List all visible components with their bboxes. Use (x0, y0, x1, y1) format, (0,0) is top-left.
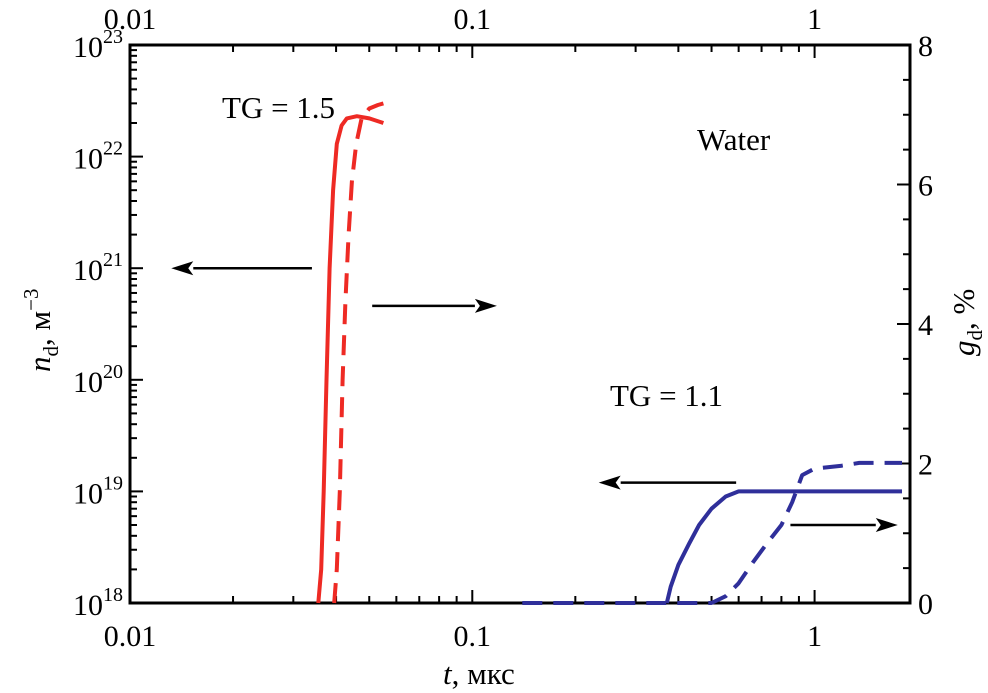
series-line-4 (522, 460, 902, 605)
y-tick-label-base: 10 (73, 254, 103, 287)
arrows-layer (171, 261, 898, 532)
y-tick-label-left: 1020 (73, 361, 123, 399)
y-tick-label-exp: 19 (103, 472, 123, 494)
y-tick-label-base: 10 (73, 589, 103, 622)
x-tick-label-bottom: 1 (807, 620, 822, 653)
x-tick-label-bottom: 0.1 (454, 620, 492, 653)
arrow-head-3 (598, 475, 621, 490)
y-tick-label-exp: 23 (103, 26, 123, 48)
left-axis-title-unit: , м (22, 311, 57, 346)
series-line-3 (664, 489, 902, 604)
x-tick-label-top: 0.01 (104, 3, 157, 36)
left-axis-title-exp: −3 (19, 289, 43, 311)
x-axis-title-var: t (443, 656, 453, 691)
plot-frame (128, 43, 912, 605)
series-line-2 (332, 101, 384, 604)
y-tick-label-exp: 21 (103, 249, 123, 271)
y-tick-label-exp: 20 (103, 361, 123, 383)
x-tick-label-bottom: 0.01 (104, 620, 157, 653)
arrow-head-4 (875, 517, 898, 532)
series-layer (316, 101, 902, 605)
annotation-tg11: TG = 1.1 (610, 378, 723, 413)
right-axis-title-var: g (946, 341, 981, 357)
y-tick-label-base: 10 (73, 477, 103, 510)
y-tick-label-right: 6 (918, 170, 933, 203)
left-axis-title-sub: d (39, 346, 63, 357)
annotation-tg15: TG = 1.5 (222, 90, 335, 125)
y-tick-label-left: 1018 (73, 584, 123, 622)
y-tick-label-left: 1019 (73, 472, 123, 510)
y-tick-label-left: 1022 (73, 138, 123, 176)
y-tick-label-right: 0 (918, 588, 933, 621)
right-axis-title-sub: d (963, 330, 987, 341)
x-tick-label-top: 0.1 (454, 3, 492, 36)
series-line-1 (316, 114, 385, 604)
left-axis-title-var: n (22, 357, 57, 373)
left-axis-title: nd, м−3 (19, 289, 63, 372)
y-tick-label-base: 10 (73, 31, 103, 64)
y-tick-label-exp: 18 (103, 584, 123, 606)
y-tick-label-right: 2 (918, 449, 933, 482)
y-tick-label-left: 1021 (73, 249, 123, 287)
x-axis-title: t, мкс (443, 656, 515, 691)
arrow-head-2 (474, 298, 497, 313)
ticks: 0.010.010.10.111101810191020102110221023… (73, 3, 933, 653)
y-tick-label-base: 10 (73, 366, 103, 399)
arrow-head-1 (171, 261, 194, 276)
y-tick-label-right: 8 (918, 30, 933, 63)
y-tick-label-base: 10 (73, 143, 103, 176)
annotation-water: Water (697, 122, 771, 157)
y-tick-label-exp: 22 (103, 138, 123, 160)
x-axis-title-unit: , мкс (452, 656, 515, 691)
y-tick-label-left: 1023 (73, 26, 123, 64)
y-tick-label-right: 4 (918, 309, 933, 342)
right-axis-title-unit: , % (946, 289, 981, 330)
x-tick-label-top: 1 (807, 3, 822, 36)
right-axis-title: gd, % (946, 289, 987, 356)
